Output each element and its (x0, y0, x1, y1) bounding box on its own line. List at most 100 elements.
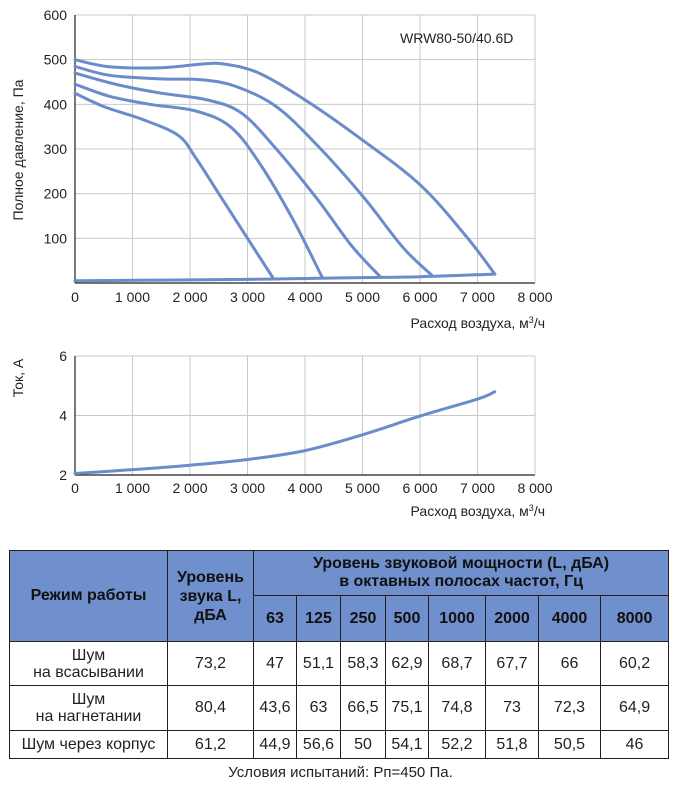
x-tick-label: 3 000 (230, 480, 265, 496)
row-mode-line: на нагнетании (35, 708, 142, 725)
series-line (73, 64, 433, 277)
row-value: 46 (599, 730, 670, 759)
header-power-line: Уровень звуковой мощности (L, дБА) (313, 555, 610, 572)
row-value: 50 (340, 730, 386, 759)
row-value: 67,7 (485, 641, 539, 686)
noise-table: Режим работы Уровень звука L, дБА Уровен… (9, 550, 670, 759)
model-label: WRW80-50/40.6D (400, 30, 513, 46)
series-line (73, 390, 497, 475)
row-value: 51,8 (485, 730, 539, 759)
table-row: Шум через корпус 61,2 44,9 56,6 50 54,1 … (9, 730, 670, 759)
x-tick-label: 2 000 (172, 480, 207, 496)
row-value: 62,9 (385, 641, 429, 686)
row-value: 66 (538, 641, 601, 686)
x-tick-label: 4 000 (287, 289, 322, 305)
row-value: 51,1 (296, 641, 341, 686)
pressure-y-ticks: 600 500 400 300 200 100 (44, 7, 68, 246)
y-tick-label: 600 (44, 7, 68, 23)
x-tick-label: 8 000 (517, 289, 552, 305)
row-value: 58,3 (340, 641, 386, 686)
x-tick-label: 0 (71, 480, 79, 496)
current-x-ticks: 0 1 000 2 000 3 000 4 000 5 000 6 000 7 000 8 00… (71, 480, 553, 496)
row-level: 80,4 (167, 685, 254, 731)
pressure-chart: 600 500 400 300 200 100 0 1 000 2 000 3 000 4 000… (10, 7, 553, 331)
header-power-line: в октавных полосах частот, Гц (339, 573, 583, 590)
y-tick-label: 2 (59, 467, 67, 483)
x-tick-label: 7 000 (460, 480, 495, 496)
band-header: 4000 (538, 595, 601, 642)
row-value: 72,3 (538, 685, 601, 731)
header-level-line: Уровень (177, 568, 244, 586)
row-value: 75,1 (385, 685, 429, 731)
current-chart: 6 4 2 0 1 000 2 000 3 000 4 000 5 000 6 000 7 000… (10, 348, 553, 519)
x-tick-label: 5 000 (345, 289, 380, 305)
current-x-axis-label: Расход воздуха, м3/ч (411, 503, 545, 519)
table-row: Шум на всасывании 73,2 47 51,1 58,3 62,9… (9, 641, 670, 686)
current-y-ticks: 6 4 2 (59, 348, 67, 483)
pressure-curves (73, 58, 497, 283)
y-tick-label: 500 (44, 52, 68, 68)
row-mode: Шум на всасывании (9, 641, 168, 686)
series-line (73, 272, 497, 283)
pressure-x-axis-label: Расход воздуха, м3/ч (411, 315, 545, 331)
row-value: 68,7 (428, 641, 486, 686)
row-mode-line: Шум (71, 691, 106, 708)
x-tick-label: 1 000 (115, 289, 150, 305)
noise-table-wrap: Режим работы Уровень звука L, дБА Уровен… (9, 550, 670, 759)
header-level-line: дБА (194, 606, 227, 624)
header-mode: Режим работы (9, 550, 168, 642)
band-header: 2000 (485, 595, 539, 642)
y-tick-label: 400 (44, 96, 68, 112)
series-line (73, 58, 497, 276)
row-level: 61,2 (167, 730, 254, 759)
current-grid (74, 355, 536, 476)
row-value: 63 (296, 685, 341, 731)
x-tick-label: 8 000 (517, 480, 552, 496)
row-value: 50,5 (538, 730, 601, 759)
series-line (73, 91, 275, 280)
y-tick-label: 4 (59, 408, 67, 424)
row-mode-line: Шум (71, 646, 106, 664)
row-mode: Шум на нагнетании (9, 685, 168, 731)
row-mode: Шум через корпус (9, 730, 168, 759)
y-tick-label: 6 (59, 348, 67, 364)
row-value: 66,5 (340, 685, 386, 731)
x-tick-label: 5 000 (345, 480, 380, 496)
band-header: 125 (296, 595, 341, 642)
y-tick-label: 200 (44, 186, 68, 202)
pressure-x-ticks: 0 1 000 2 000 3 000 4 000 5 000 6 000 7 000 8 00… (71, 289, 553, 305)
row-value: 47 (253, 641, 297, 686)
header-level: Уровень звука L, дБА (167, 550, 254, 642)
band-header: 250 (340, 595, 386, 642)
y-tick-label: 100 (44, 230, 68, 246)
row-value: 64,9 (599, 685, 670, 731)
band-header: 8000 (599, 595, 670, 642)
header-level-line: звука L, (179, 587, 242, 605)
pressure-y-axis-label: Полное давление, Па (10, 79, 26, 220)
row-level: 73,2 (167, 641, 254, 686)
series-line (73, 82, 324, 280)
current-curve (73, 390, 497, 475)
band-header: 63 (253, 595, 297, 642)
band-header: 1000 (428, 595, 486, 642)
series-line (73, 71, 382, 278)
x-tick-label: 4 000 (287, 480, 322, 496)
row-value: 54,1 (385, 730, 429, 759)
current-y-axis-label: Ток, А (10, 358, 26, 397)
row-value: 43,6 (253, 685, 297, 731)
table-row: Шум на нагнетании 80,4 43,6 63 66,5 75,1… (9, 685, 670, 731)
x-tick-label: 2 000 (172, 289, 207, 305)
test-conditions: Условия испытаний: Рп=450 Па. (228, 764, 453, 781)
row-mode-line: на всасывании (33, 663, 144, 681)
y-tick-label: 300 (44, 141, 68, 157)
row-value: 60,2 (599, 641, 670, 686)
row-value: 73 (485, 685, 539, 731)
x-tick-label: 6 000 (402, 480, 437, 496)
row-value: 74,8 (428, 685, 486, 731)
x-tick-label: 7 000 (460, 289, 495, 305)
row-value: 56,6 (296, 730, 341, 759)
band-header: 500 (385, 595, 429, 642)
row-value: 44,9 (253, 730, 297, 759)
row-value: 52,2 (428, 730, 486, 759)
x-tick-label: 6 000 (402, 289, 437, 305)
